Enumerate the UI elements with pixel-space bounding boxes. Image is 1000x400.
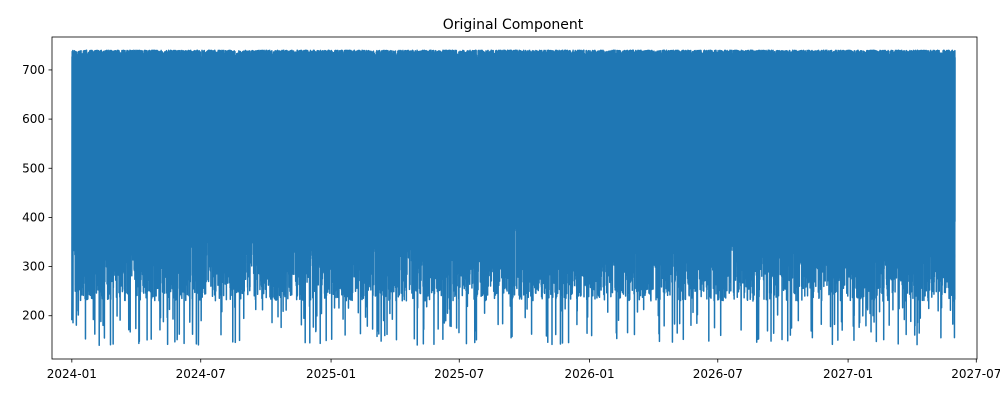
x-tick-label: 2025-01: [306, 367, 356, 381]
x-tick-label: 2026-07: [693, 367, 743, 381]
y-tick-label: 600: [22, 112, 45, 126]
y-axis: 200 300 400 500 600 700: [22, 63, 52, 323]
y-tick-label: 500: [22, 161, 45, 175]
plot-area: [71, 49, 956, 346]
chart-title: Original Component: [443, 17, 584, 33]
x-tick-label: 2027-01: [823, 367, 873, 381]
y-tick-label: 200: [22, 309, 45, 323]
plot-frame: [51, 36, 978, 360]
x-tick-label: 2024-07: [176, 367, 226, 381]
x-axis: 2024-01 2024-07 2025-01 2025-07 2026-01 2026-…: [47, 359, 1000, 381]
x-tick-label: 2026-01: [565, 367, 615, 381]
y-tick-label: 700: [22, 63, 45, 77]
x-tick-label: 2024-01: [47, 367, 97, 381]
y-tick-label: 300: [22, 260, 45, 274]
x-tick-label: 2025-07: [434, 367, 484, 381]
y-tick-label: 400: [22, 210, 45, 224]
x-tick-label: 2027-07: [951, 367, 1000, 381]
series-line: [71, 49, 956, 346]
